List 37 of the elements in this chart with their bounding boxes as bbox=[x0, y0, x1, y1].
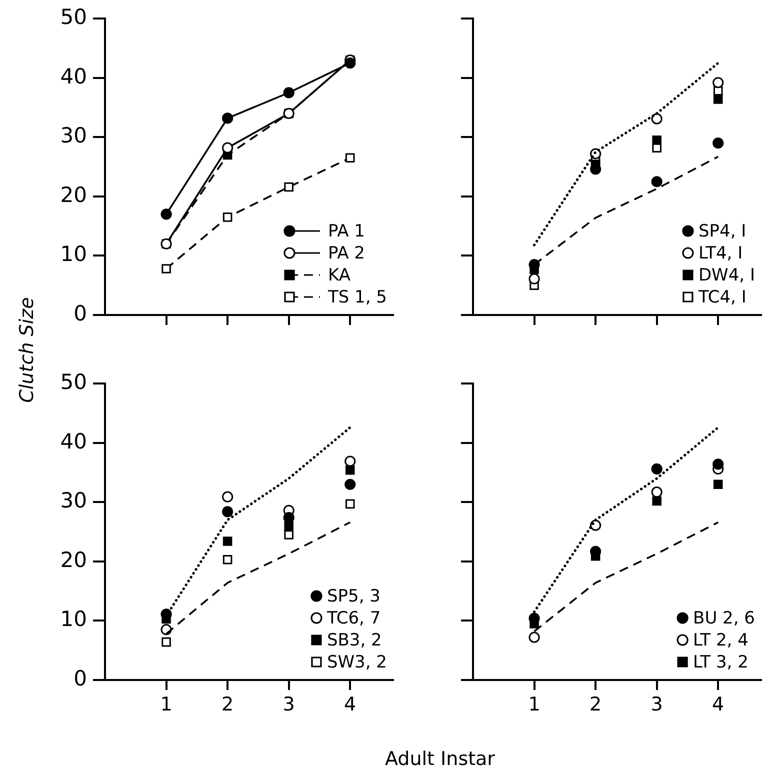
x-tick-label: 4 bbox=[712, 693, 724, 716]
legend-label: TC4, I bbox=[697, 287, 746, 308]
legend-label: SW3, 2 bbox=[326, 652, 388, 672]
legend-label: PA 2 bbox=[328, 243, 365, 264]
x-tick-label: 3 bbox=[282, 693, 295, 716]
legend-label: TS 1, 5 bbox=[326, 287, 388, 308]
y-axis-title: Clutch Size bbox=[16, 297, 38, 403]
y-tick-label: 40 bbox=[60, 64, 87, 88]
x-tick-label: 2 bbox=[222, 693, 234, 716]
legend-label: PA 1 bbox=[328, 221, 365, 242]
y-tick-label: 50 bbox=[60, 370, 87, 394]
x-tick-label: 3 bbox=[650, 693, 663, 716]
legend-label: LT 2, 4 bbox=[693, 630, 748, 650]
y-tick-label: 10 bbox=[60, 607, 87, 632]
legend-label: LT4, I bbox=[698, 243, 743, 264]
x-tick-label: 1 bbox=[528, 693, 540, 716]
y-tick-label: 20 bbox=[60, 182, 87, 207]
legend-label: SB3, 2 bbox=[326, 630, 382, 650]
legend-label: BU 2, 6 bbox=[693, 608, 756, 628]
legend-label: KA bbox=[328, 265, 351, 286]
y-tick-label: 50 bbox=[60, 5, 87, 30]
legend-label: LT 3, 2 bbox=[693, 652, 748, 672]
y-tick-label: 30 bbox=[60, 488, 87, 513]
y-tick-label: 10 bbox=[60, 242, 87, 266]
legend-label: TC6, 7 bbox=[326, 608, 381, 628]
y-tick-label: 30 bbox=[60, 124, 87, 148]
x-tick-label: 4 bbox=[344, 693, 356, 716]
x-tick-label: 1 bbox=[160, 693, 172, 716]
y-tick-label: 0 bbox=[74, 301, 87, 326]
legend-label: SP4, I bbox=[698, 221, 746, 242]
y-tick-label: 40 bbox=[60, 429, 87, 454]
x-tick-label: 2 bbox=[590, 693, 602, 716]
x-axis-title: Adult Instar bbox=[385, 748, 495, 770]
legend-label: SP5, 3 bbox=[326, 586, 380, 606]
legend-label: DW4, I bbox=[698, 265, 756, 286]
y-tick-label: 20 bbox=[60, 548, 87, 572]
y-tick-label: 0 bbox=[74, 666, 87, 690]
